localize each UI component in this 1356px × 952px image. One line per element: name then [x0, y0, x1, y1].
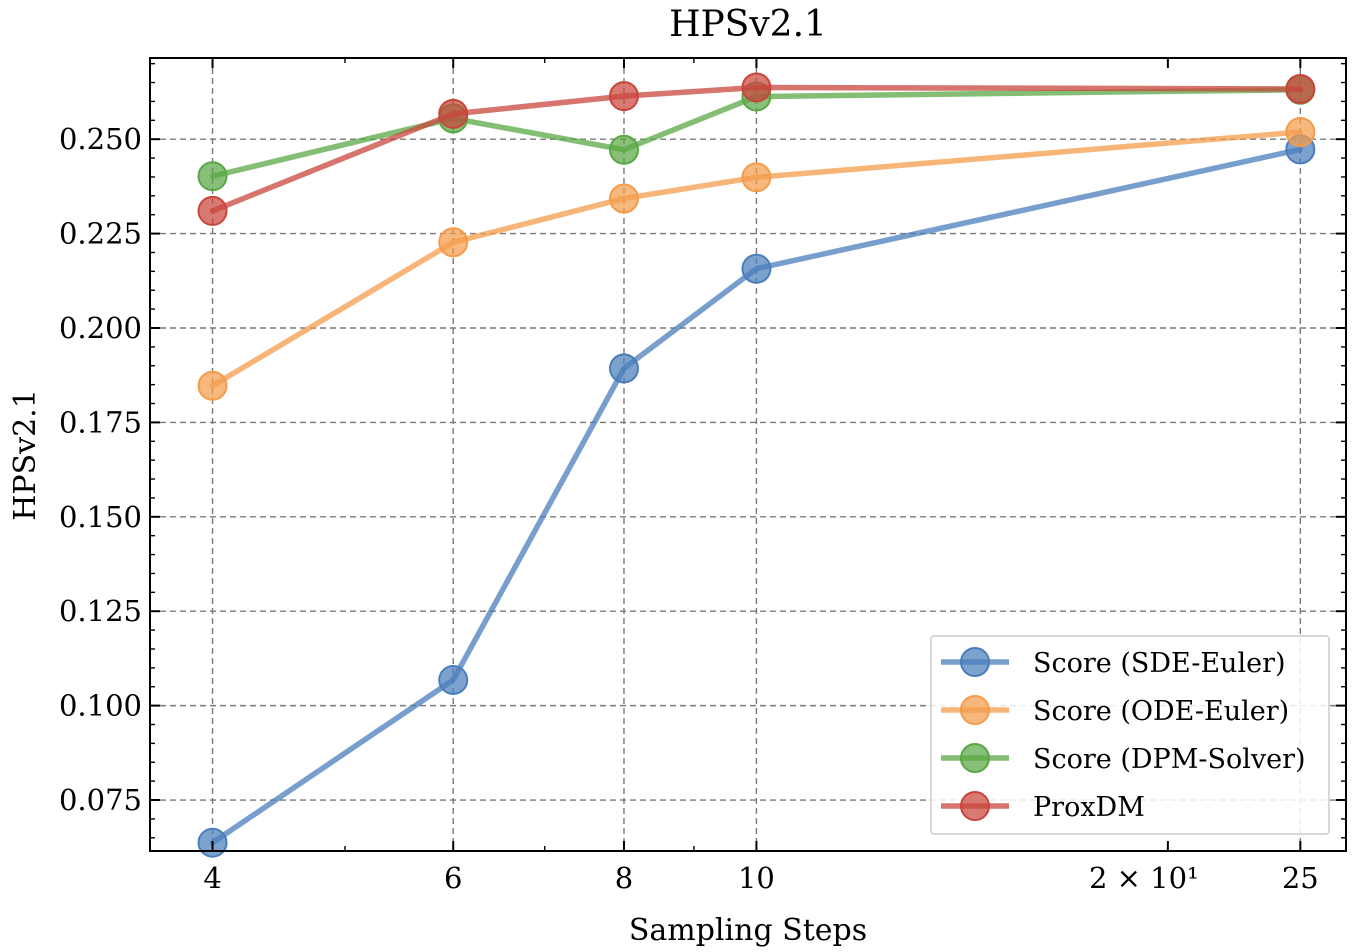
series-4 — [197, 72, 1316, 226]
x-tick-label: 6 — [444, 861, 462, 895]
data-point — [1285, 117, 1316, 148]
data-point — [608, 81, 639, 112]
y-tick-label: 0.250 — [59, 122, 142, 156]
data-point — [741, 253, 772, 284]
legend-marker — [960, 743, 990, 773]
data-point — [197, 370, 228, 401]
data-point — [1285, 73, 1316, 104]
data-point — [741, 162, 772, 193]
legend-item: Score (DPM-Solver) — [941, 743, 1306, 775]
series-layer — [197, 72, 1316, 858]
legend-marker — [960, 695, 990, 725]
x-tick-label: 8 — [615, 861, 633, 895]
data-point — [608, 134, 639, 165]
y-tick-label: 0.200 — [59, 311, 142, 345]
y-axis-label: HPSv2.1 — [8, 389, 43, 521]
legend-item: ProxDM — [941, 791, 1145, 823]
legend-item: Score (ODE-Euler) — [941, 695, 1289, 727]
x-tick-label: 2 × 10¹ — [1089, 861, 1199, 895]
y-tick-label: 0.100 — [59, 689, 142, 723]
legend-marker — [960, 791, 990, 821]
y-tick-label: 0.150 — [59, 500, 142, 534]
data-point — [438, 98, 469, 129]
y-tick-label: 0.125 — [59, 594, 142, 628]
x-tick-label: 25 — [1282, 861, 1319, 895]
data-point — [438, 227, 469, 258]
legend-label: Score (SDE-Euler) — [1033, 648, 1286, 679]
y-tick-labels: 0.075 0.100 0.125 0.150 0.175 0.200 0.225 0.250 — [59, 122, 142, 817]
data-point — [741, 72, 772, 103]
data-point — [608, 353, 639, 384]
x-axis-label: Sampling Steps — [629, 913, 867, 948]
x-tick-label: 4 — [203, 861, 221, 895]
legend-item: Score (SDE-Euler) — [941, 647, 1286, 679]
legend-label: ProxDM — [1033, 792, 1145, 823]
y-tick-label: 0.075 — [59, 783, 142, 817]
data-point — [438, 664, 469, 695]
data-point — [608, 183, 639, 214]
axis-ticks — [150, 58, 1346, 851]
series-2 — [197, 117, 1316, 401]
legend-label: Score (ODE-Euler) — [1033, 696, 1289, 727]
data-point — [197, 161, 228, 192]
x-tick-labels: 4 6 8 10 2 × 10¹ 25 — [203, 861, 1318, 895]
legend: Score (SDE-Euler) Score (ODE-Euler) Score … — [930, 635, 1330, 835]
y-tick-label: 0.225 — [59, 217, 142, 251]
chart-title: HPSv2.1 — [669, 4, 827, 45]
y-tick-label: 0.175 — [59, 405, 142, 439]
plot-frame — [149, 57, 1347, 852]
legend-label: Score (DPM-Solver) — [1033, 744, 1306, 775]
legend-box — [930, 635, 1330, 835]
x-tick-label: 10 — [738, 861, 775, 895]
legend-marker — [960, 647, 990, 677]
series-1 — [197, 134, 1316, 858]
data-point — [197, 195, 228, 226]
